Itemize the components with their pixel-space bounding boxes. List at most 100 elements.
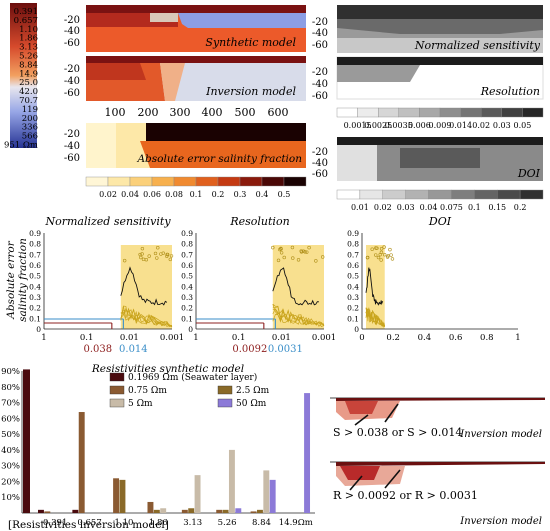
depth-tick: -40 — [312, 28, 328, 39]
scatter-highlight — [120, 245, 172, 329]
bar-y-tick: 30% — [1, 462, 20, 472]
doi_scale-tick: 0.2 — [514, 203, 527, 212]
abs_error_scale-swatch — [173, 176, 197, 187]
bar — [44, 511, 51, 513]
scatter-curve — [272, 308, 325, 327]
resolution-top — [337, 57, 543, 65]
legend-label: 0.75 Ωm — [128, 386, 167, 396]
depth-tick: -20 — [64, 15, 80, 26]
depth-tick: -60 — [312, 169, 328, 180]
resistivity-tick: 8.84 — [19, 60, 38, 70]
resistivity-tick: 0.391 — [14, 7, 38, 17]
scatter-x-tick: 0.2 — [386, 333, 400, 343]
scatter-point — [140, 252, 144, 256]
depth-tick: -60 — [64, 88, 80, 99]
scatter-y-tick: 0.6 — [347, 261, 359, 270]
sens_scale-tick: 0.0035 — [385, 121, 413, 130]
legend-label: 5 Ωm — [128, 399, 153, 409]
scatter-y-label-line2: salinity fraction — [17, 238, 29, 322]
x-tick: 500 — [235, 106, 256, 119]
doi-top — [337, 137, 543, 145]
scatter-y-tick: 0.4 — [29, 282, 41, 291]
scatter-point — [147, 254, 151, 258]
doi_scale-swatch — [519, 189, 544, 200]
abs_error_scale-swatch — [283, 176, 307, 187]
synthetic-transition — [150, 13, 178, 22]
resistivity-tick: 200 — [22, 114, 38, 124]
inset-res-text: R > 0.0092 or R > 0.0031 — [333, 489, 478, 502]
scatter-peak-curve — [120, 266, 168, 306]
scatter-y-tick: 0.7 — [29, 250, 41, 259]
bar-y-tick: 60% — [1, 414, 20, 424]
doi_scale-tick: 0.075 — [440, 203, 463, 212]
scatter-y-tick: 0 — [354, 325, 359, 334]
norm-sens-top — [337, 5, 543, 19]
doi_scale-swatch — [497, 189, 521, 200]
scatter-point — [169, 254, 174, 258]
doi-label: DOI — [517, 167, 541, 180]
inset-res-core — [340, 466, 380, 480]
scatter-point — [389, 253, 393, 257]
legend-label: 0.1969 Ωm (Seawater layer) — [128, 372, 257, 383]
scatter-title: DOI — [428, 215, 452, 228]
sens_scale-tick: 0.009 — [429, 121, 452, 130]
inversion-model-label: Inversion model — [205, 85, 296, 98]
scatter-point — [155, 256, 159, 260]
resistivity-tick: 25.0 — [19, 78, 38, 88]
sens_scale-tick: 0.006 — [408, 121, 431, 130]
bar — [216, 509, 223, 513]
doi-dark-mid — [400, 148, 480, 168]
sens_scale-swatch — [419, 107, 441, 118]
scatter-x-tick: 0 — [359, 333, 364, 343]
scatter-y-tick: 0.5 — [181, 272, 193, 281]
scatter-point — [390, 257, 395, 261]
abs_error_scale-swatch — [129, 176, 153, 187]
bar-y-tick: 50% — [1, 430, 20, 440]
abs_error_scale-tick: 0.02 — [99, 190, 117, 199]
bar — [235, 508, 242, 513]
scatter-x-tick: 0.6 — [449, 333, 463, 343]
bar — [113, 478, 120, 513]
scatter-curve — [272, 303, 325, 325]
resolution-panel: -20 -40 -60 Resolution — [312, 56, 544, 102]
scatter-y-tick: 0.1 — [347, 314, 359, 323]
scatter-point — [320, 255, 325, 259]
doi-scale: 0.01 0.02 0.03 0.04 0.075 0.1 0.15 0.2 — [336, 189, 544, 212]
bar-y-tick: 20% — [1, 477, 20, 487]
bar-y-tick: 10% — [1, 493, 20, 503]
scatter-y-tick: 0.4 — [347, 282, 359, 291]
sens_scale-swatch — [522, 107, 544, 118]
doi_scale-swatch — [359, 189, 383, 200]
depth-tick: -20 — [64, 129, 80, 140]
scatter-y-label: Absolute error salinity fraction — [5, 238, 29, 322]
norm-sens-label: Normalized sensitivity — [414, 39, 541, 52]
scatter-threshold-label: 0.014 — [119, 344, 148, 355]
abs_error_scale-swatch — [85, 176, 109, 187]
depth-tick: -20 — [64, 64, 80, 75]
resolution-label: Resolution — [480, 85, 540, 98]
inset-sens-core — [345, 401, 378, 414]
norm-sens-panel: -20 -40 -60 Normalized sensitivity — [312, 5, 543, 53]
scatter-threshold-label: 0.0092 — [232, 344, 267, 355]
scatter-x-tick: 0.4 — [418, 333, 432, 343]
resistivity-tick: 119 — [22, 105, 38, 115]
abs_error_scale-tick: 0.06 — [143, 190, 161, 199]
scatter-curve — [365, 307, 385, 327]
doi_scale-swatch — [451, 189, 475, 200]
scatter-point — [303, 250, 307, 254]
legend-label: 50 Ωm — [236, 399, 267, 409]
scatter-y-tick: 0.9 — [347, 229, 359, 238]
bar — [160, 508, 167, 513]
inversion-transition — [160, 63, 185, 101]
scatter-x-tick: 1 — [41, 333, 46, 343]
bar-x-tick: 0.391 — [43, 518, 67, 528]
scatter-point — [382, 245, 386, 249]
synthetic-seawater-layer — [86, 5, 306, 13]
bar-x-tick: 8.84 — [252, 518, 271, 528]
scatter-x-tick: 0.1 — [232, 333, 246, 343]
sens_scale-tick: 0.05 — [513, 121, 531, 130]
x-tick: 400 — [202, 106, 223, 119]
resolution-mid — [337, 65, 420, 82]
abs_error_scale-swatch — [261, 176, 285, 187]
scatter-point — [282, 255, 286, 260]
